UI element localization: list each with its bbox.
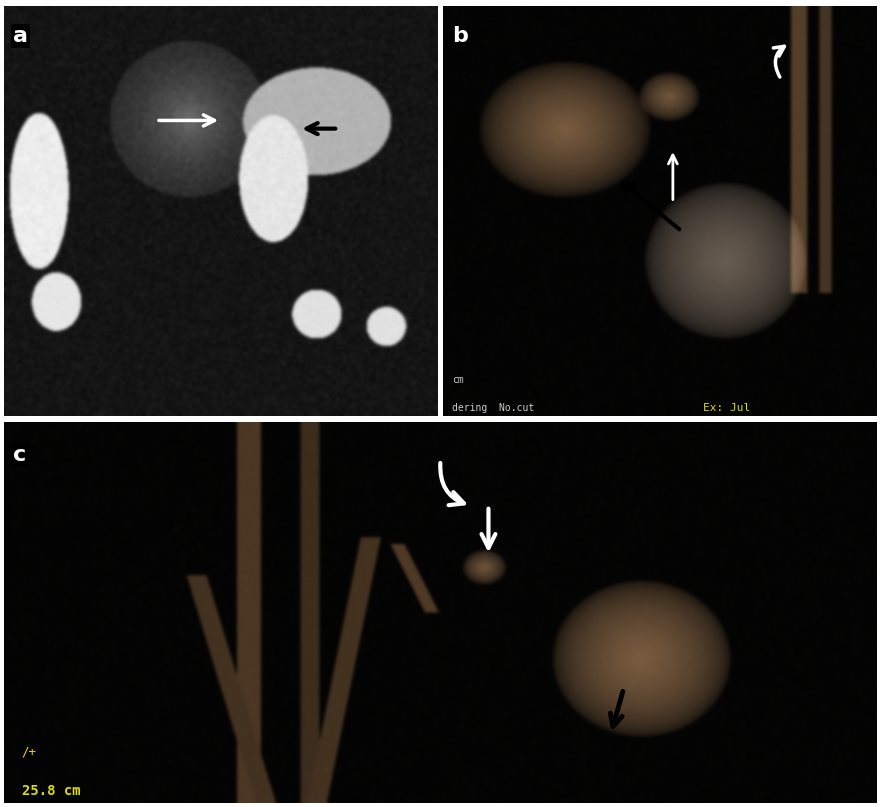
Text: cm: cm [452, 374, 463, 385]
Text: dering  No.cut: dering No.cut [452, 404, 534, 413]
Text: 25.8 cm: 25.8 cm [22, 784, 80, 798]
Text: a: a [13, 26, 28, 46]
Text: Ex: Jul: Ex: Jul [703, 404, 751, 413]
Text: c: c [13, 445, 26, 465]
Text: /+: /+ [22, 746, 37, 759]
Text: b: b [452, 26, 468, 46]
